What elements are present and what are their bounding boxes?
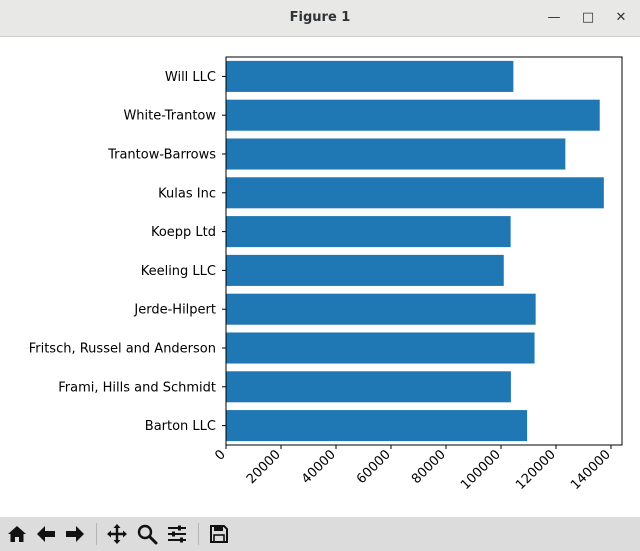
y-tick-label: Kulas Inc [158,186,216,201]
home-icon [8,526,26,542]
forward-button[interactable] [62,521,88,547]
x-tick-label: 60000 [354,447,394,487]
zoom-button[interactable] [134,521,160,547]
home-button[interactable] [4,521,30,547]
x-tick-label: 0 [212,447,228,463]
toolbar-separator [96,523,97,545]
minimize-button[interactable]: — [547,10,561,25]
x-tick-label: 140000 [568,447,614,493]
navigation-toolbar [0,517,640,551]
pan-button[interactable] [104,521,130,547]
bar [226,293,536,325]
bar [226,332,535,364]
x-tick-label: 100000 [458,447,504,493]
back-button[interactable] [33,521,59,547]
y-tick-label: Keeling LLC [141,264,216,279]
window-title: Figure 1 [289,10,351,25]
figure-canvas: Barton LLC Frami, Hills and Schmidt Fritsc… [0,37,640,517]
bar-chart: Barton LLC Frami, Hills and Schmidt Fritsc… [29,56,623,493]
y-tick-label: Koepp Ltd [151,225,216,240]
x-tick-label: 40000 [299,447,339,487]
y-tick-label: Barton LLC [145,419,216,434]
title-bar: Figure 1 — □ ✕ [0,0,640,37]
y-tick-label: Will LLC [165,70,216,85]
x-tick-label: 120000 [513,447,559,493]
bar [226,216,511,248]
x-tick-label: 80000 [409,447,449,487]
toolbar-separator [198,523,199,545]
subplots-icon [168,525,186,543]
bar [226,371,511,403]
bar [226,99,600,131]
save-button[interactable] [206,521,232,547]
axes-frame [225,56,623,446]
pan-icon [107,524,127,544]
bar [226,177,604,209]
zoom-icon [137,524,158,545]
y-tick-label: Frami, Hills and Schmidt [58,380,216,395]
bar [226,60,514,92]
configure-subplots-button[interactable] [164,521,190,547]
y-tick-label: White-Trantow [123,109,216,124]
x-tick-label: 20000 [244,447,284,487]
bar [226,254,504,286]
close-button[interactable]: ✕ [615,10,627,25]
forward-icon [66,526,84,542]
y-tick-label: Jerde-Hilpert [133,303,216,318]
save-icon [210,525,228,543]
maximize-button[interactable]: □ [581,10,595,25]
bar [226,410,528,442]
bar [226,138,566,170]
y-tick-label: Trantow-Barrows [107,148,216,163]
back-icon [37,526,55,542]
y-tick-label: Fritsch, Russel and Anderson [29,342,216,357]
